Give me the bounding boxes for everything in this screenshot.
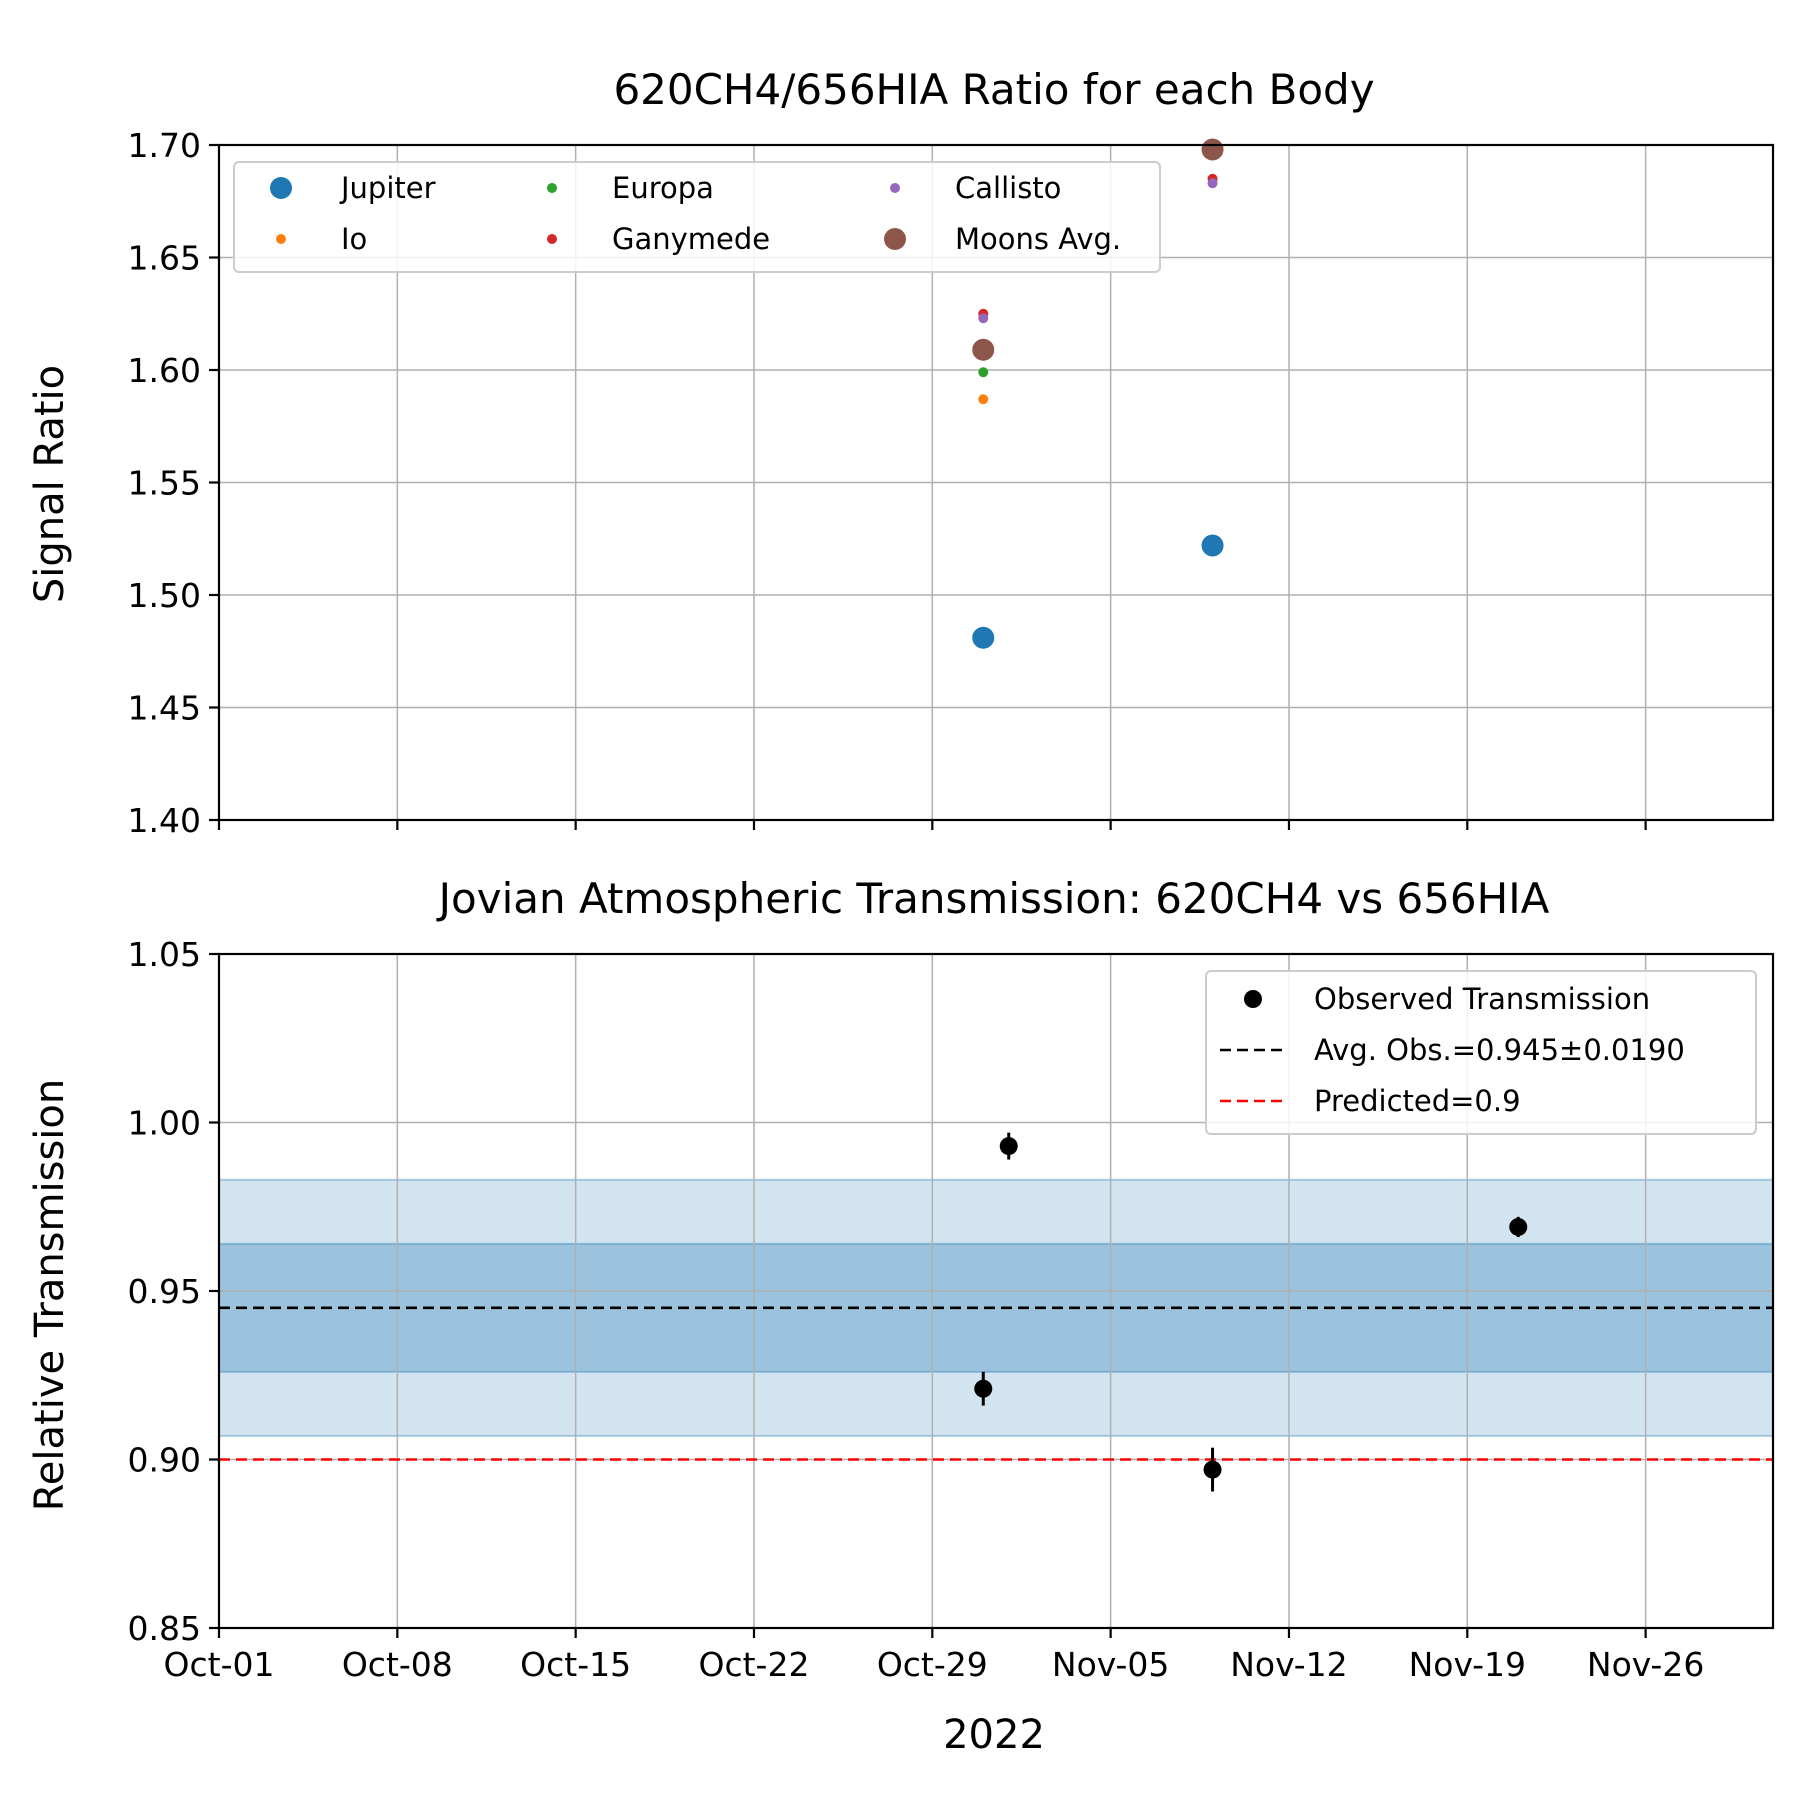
x-tick-label-6: Nov-12 (1230, 1645, 1347, 1684)
transmission-legend-marker-0 (1244, 990, 1262, 1008)
ratio-point-5-1 (1201, 138, 1224, 161)
ratio-point-5-0 (972, 338, 995, 361)
x-tick-label-0: Oct-01 (164, 1645, 275, 1684)
ratio-chart-panel: 1.40 1.45 1.50 1.55 1.60 1.65 1.70 Jupiter Io Eur… (27, 65, 1775, 840)
x-tick-label-1: Oct-08 (342, 1645, 453, 1684)
ratio-legend-marker-4 (890, 183, 900, 193)
transmission-point-0-3 (1509, 1217, 1528, 1236)
ratio-legend-marker-5 (884, 228, 906, 250)
transmission-legend-box (1205, 970, 1757, 1135)
transmission-legend-label-2: Predicted=0.9 (1314, 1084, 1521, 1118)
transmission-legend-label-1: Avg. Obs.=0.945±0.0190 (1314, 1033, 1685, 1067)
transmission-chart-y-axis-label: Relative Transmission (27, 1079, 73, 1511)
ratio-legend-label-3: Ganymede (612, 222, 770, 256)
transmission-y-tick-label-0: 0.85 (128, 1609, 201, 1648)
x-tick-label-5: Nov-05 (1052, 1645, 1169, 1684)
transmission-y-tick-label-1: 0.90 (128, 1441, 201, 1480)
ratio-point-4-1 (1207, 178, 1218, 189)
ratio-y-tick-label-4: 1.60 (128, 351, 201, 390)
ratio-legend-marker-3 (547, 234, 557, 244)
ratio-y-tick-label-2: 1.50 (128, 576, 201, 615)
ratio-legend-label-2: Europa (612, 171, 714, 205)
ratio-y-tick-label-5: 1.65 (128, 239, 201, 278)
transmission-uncertainty-band-1 (218, 1178, 1774, 1437)
transmission-chart-panel: 0.85 0.90 0.95 1.00 1.05 Oct-01 Oct-08 Oct-15 Oc… (27, 874, 1775, 1758)
x-tick-label-3: Oct-22 (698, 1645, 809, 1684)
ratio-legend-label-4: Callisto (955, 171, 1061, 205)
transmission-chart-legend: Observed Transmission Avg. Obs.=0.945±0.0… (1205, 970, 1757, 1135)
ratio-y-tick-label-1: 1.45 (128, 689, 201, 728)
transmission-y-tick-label-4: 1.05 (128, 935, 201, 974)
ratio-legend-box (233, 161, 1161, 273)
x-tick-label-4: Oct-29 (877, 1645, 988, 1684)
ratio-y-tick-label-3: 1.55 (128, 464, 201, 503)
ratio-point-4-0 (978, 313, 989, 324)
ratio-legend-label-1: Io (341, 222, 367, 256)
transmission-chart-title: Jovian Atmospheric Transmission: 620CH4 … (436, 874, 1550, 923)
transmission-legend-label-0: Observed Transmission (1314, 982, 1650, 1016)
ratio-point-2-0 (978, 367, 989, 378)
ratio-legend-marker-0 (270, 177, 292, 199)
ratio-legend-marker-2 (547, 183, 557, 193)
ratio-chart-legend: Jupiter Io Europa Ganymede Callisto Moons Avg… (233, 161, 1161, 273)
ratio-point-1-0 (978, 394, 989, 405)
ratio-y-tick-label-0: 1.40 (128, 801, 201, 840)
x-axis-label: 2022 (943, 1712, 1045, 1758)
ratio-legend-marker-1 (276, 234, 286, 244)
ratio-legend-label-0: Jupiter (339, 171, 436, 205)
x-tick-label-2: Oct-15 (520, 1645, 631, 1684)
ratio-point-0-0 (972, 626, 995, 649)
ratio-point-0-1 (1201, 534, 1224, 557)
transmission-point-0-1 (999, 1137, 1018, 1156)
x-tick-label-8: Nov-26 (1587, 1645, 1704, 1684)
transmission-y-tick-label-3: 1.00 (128, 1104, 201, 1143)
transmission-point-0-2 (1203, 1460, 1222, 1479)
ratio-legend-label-5: Moons Avg. (955, 222, 1121, 256)
transmission-point-0-0 (974, 1379, 993, 1398)
transmission-y-tick-label-2: 0.95 (128, 1272, 201, 1311)
x-tick-label-7: Nov-19 (1409, 1645, 1526, 1684)
ratio-y-tick-label-6: 1.70 (128, 126, 201, 165)
ratio-chart-y-axis-label: Signal Ratio (27, 365, 73, 603)
ratio-chart-title: 620CH4/656HIA Ratio for each Body (613, 65, 1374, 114)
